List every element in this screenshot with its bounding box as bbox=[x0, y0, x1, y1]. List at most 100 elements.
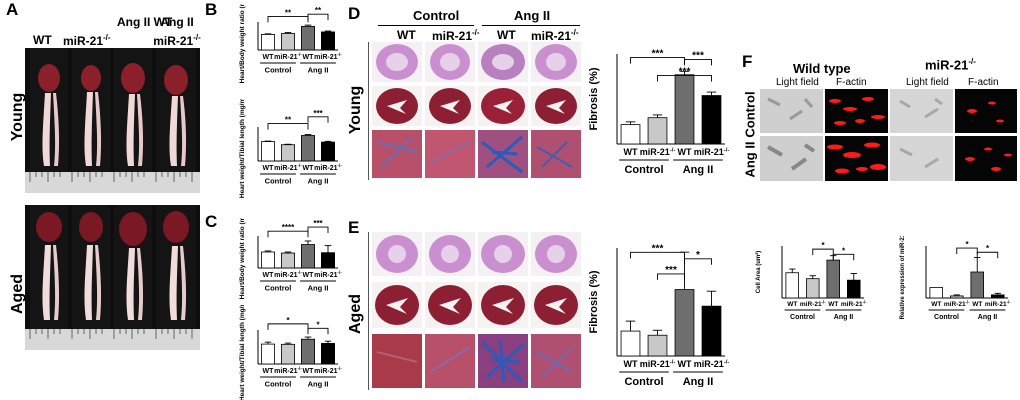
bar bbox=[701, 95, 722, 145]
bar bbox=[261, 34, 276, 51]
x-tick-label: WT bbox=[624, 147, 638, 157]
significance-bracket bbox=[267, 123, 309, 130]
significance-label: * bbox=[842, 246, 846, 255]
significance-label: ** bbox=[285, 8, 292, 17]
bar bbox=[261, 251, 276, 269]
x-tick-label: WT bbox=[263, 272, 275, 279]
significance-label: * bbox=[986, 244, 990, 253]
a-aged-photo-strip bbox=[25, 205, 200, 350]
x-tick-label: WT bbox=[303, 368, 315, 375]
bar bbox=[785, 272, 800, 299]
significance-label: *** bbox=[652, 49, 664, 60]
a-young-specimen-4 bbox=[156, 48, 196, 193]
significance-bracket bbox=[267, 230, 309, 238]
bar bbox=[321, 342, 336, 365]
f-header-mir21: miR-21-/- bbox=[925, 57, 976, 73]
x-tick-label: WT bbox=[972, 301, 982, 308]
bar bbox=[805, 278, 820, 299]
significance-label: *** bbox=[692, 50, 704, 61]
x-tick-label: WT bbox=[263, 368, 275, 375]
chart-f-right: WT miR-21-/- WT miR-21-/-Control Ang II* *Rel… bbox=[900, 236, 1011, 321]
significance-label: * bbox=[965, 240, 969, 249]
e-row-he bbox=[372, 232, 581, 276]
group-label: Control bbox=[934, 314, 959, 321]
bar bbox=[261, 343, 276, 365]
x-tick-label: miR-21-/- bbox=[274, 163, 302, 172]
bar bbox=[949, 295, 964, 299]
d-row-he bbox=[372, 42, 581, 82]
x-tick-label: WT bbox=[303, 165, 315, 172]
significance-bracket bbox=[267, 323, 309, 330]
group-label: Control bbox=[624, 164, 663, 176]
a-col-angii-wt: Ang II WT bbox=[117, 15, 173, 29]
f-microscopy-grid bbox=[760, 89, 1017, 181]
y-axis-label: Relative expression of miR-21/U6 bbox=[900, 236, 906, 319]
significance-label: *** bbox=[313, 219, 323, 228]
bar bbox=[261, 141, 276, 162]
bar bbox=[846, 279, 861, 299]
significance-label: *** bbox=[652, 243, 664, 254]
d-sub-mir21-1: miR-21-/- bbox=[432, 28, 480, 43]
x-tick-label: miR-21-/- bbox=[274, 366, 302, 375]
significance-label: ** bbox=[315, 6, 322, 15]
chart-b-bottom: WT miR-21-/- WT miR-21-/-Control Ang II*****… bbox=[239, 99, 342, 198]
x-tick-label: miR-21-/- bbox=[640, 359, 676, 369]
d-sub-mir21-2: miR-21-/- bbox=[531, 28, 579, 43]
x-tick-label: miR-21-/- bbox=[640, 147, 676, 157]
x-tick-label: WT bbox=[303, 54, 315, 61]
panel-label-e: E bbox=[348, 218, 360, 237]
e-histology-grid bbox=[372, 232, 581, 388]
significance-label: * bbox=[286, 316, 290, 325]
significance-label: *** bbox=[313, 109, 323, 118]
group-label: Ang II bbox=[308, 66, 329, 75]
a-aged-specimen-4 bbox=[156, 205, 196, 350]
group-label: Control bbox=[624, 376, 663, 387]
a-col-angii-mir21: Ang II miR-21-/- bbox=[153, 15, 201, 48]
chart-c-top: WT miR-21-/- WT miR-21-/-Control Ang II**** *… bbox=[239, 218, 342, 299]
bar bbox=[301, 244, 316, 269]
group-label: Control bbox=[265, 380, 292, 389]
bar bbox=[301, 338, 316, 365]
d-row-young: Young bbox=[347, 85, 364, 135]
d-header-control: Control bbox=[413, 8, 460, 23]
x-tick-label: WT bbox=[678, 359, 692, 369]
y-axis-label: Fibrosis (%) bbox=[588, 67, 600, 130]
a-young-photo-strip bbox=[25, 48, 200, 193]
d-sub-wt-2: WT bbox=[497, 28, 516, 42]
e-row-divider bbox=[368, 232, 369, 390]
x-tick-label: miR-21-/- bbox=[274, 270, 302, 279]
group-label: Ang II bbox=[308, 177, 329, 186]
a-young-specimen-3 bbox=[114, 48, 152, 193]
x-tick-label: miR-21-/- bbox=[841, 299, 867, 308]
bar bbox=[321, 31, 336, 51]
significance-label: ** bbox=[285, 116, 292, 125]
x-tick-label: WT bbox=[263, 54, 275, 61]
significance-label: * bbox=[696, 250, 700, 261]
panel-label-a: A bbox=[6, 0, 19, 19]
significance-bracket bbox=[630, 251, 685, 259]
e-row-masson-high bbox=[372, 334, 581, 388]
d-header-control-rule bbox=[378, 25, 474, 26]
bar bbox=[281, 343, 296, 365]
bar bbox=[970, 271, 985, 299]
group-label: Ang II bbox=[978, 314, 997, 321]
x-tick-label: WT bbox=[931, 301, 941, 308]
bar bbox=[281, 252, 296, 269]
significance-bracket bbox=[956, 247, 978, 255]
d-row-masson-high bbox=[372, 130, 581, 178]
a-aged-specimen-2 bbox=[72, 205, 110, 350]
d-row-divider bbox=[368, 42, 369, 180]
a-aged-specimen-3 bbox=[114, 205, 152, 350]
panel-label-f: F bbox=[742, 52, 753, 71]
group-label: Control bbox=[265, 177, 292, 186]
f-header-wildtype: Wild type bbox=[793, 61, 851, 76]
f-sub-light-2: Light field bbox=[906, 77, 949, 88]
bar bbox=[674, 289, 695, 357]
panel-label-d: D bbox=[348, 4, 361, 23]
chart-b-top: WT miR-21-/- WT miR-21-/-Control Ang II** **H… bbox=[239, 4, 342, 83]
group-label: Ang II bbox=[308, 284, 329, 293]
bar bbox=[281, 144, 296, 162]
bar bbox=[674, 74, 695, 145]
y-axis-label: Heart/Body weight ratio (mg/g) bbox=[239, 4, 246, 83]
a-col-wt: WT bbox=[33, 33, 52, 47]
